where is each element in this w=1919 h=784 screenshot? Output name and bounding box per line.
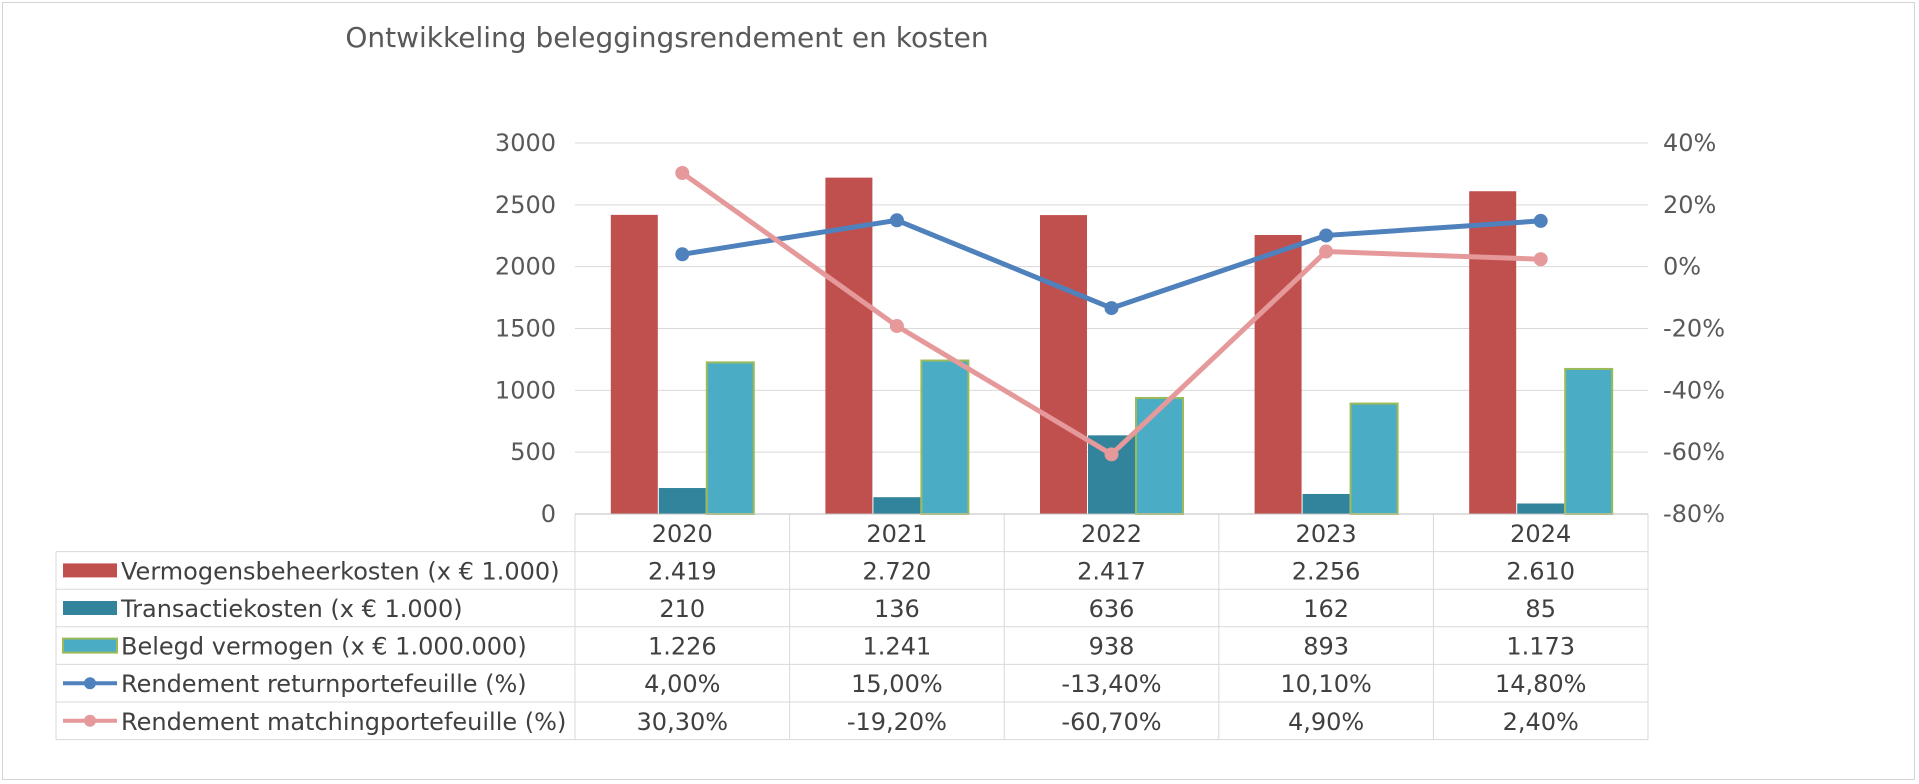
bar xyxy=(658,488,706,514)
data-label: 636 xyxy=(1089,595,1135,623)
line-point xyxy=(1319,228,1334,243)
data-label: 1.226 xyxy=(648,633,717,661)
y-right-tick-label: -20% xyxy=(1663,315,1725,343)
legend-label: Rendement matchingportefeuille (%) xyxy=(121,708,566,736)
bar xyxy=(610,214,658,514)
y-right-tick-label: -40% xyxy=(1663,376,1725,404)
bar xyxy=(705,361,755,515)
chart-title: Ontwikkeling beleggingsrendement en kost… xyxy=(345,21,988,54)
data-label: 14,80% xyxy=(1495,670,1587,698)
legend-swatch xyxy=(63,601,117,615)
data-label: 938 xyxy=(1089,633,1135,661)
data-label: 1.241 xyxy=(863,633,932,661)
category-label: 2023 xyxy=(1296,520,1357,548)
y-left-tick-label: 2000 xyxy=(495,253,556,281)
legend-marker xyxy=(84,714,96,727)
bar xyxy=(1469,191,1517,515)
y-right-tick-label: 40% xyxy=(1663,129,1716,157)
bar xyxy=(825,177,873,515)
data-label: 2.419 xyxy=(648,557,717,585)
y-left-tick-label: 500 xyxy=(510,438,556,466)
line-point xyxy=(1533,252,1548,267)
y-left-tick-label: 2500 xyxy=(495,191,556,219)
legend-label: Belegd vermogen (x € 1.000.000) xyxy=(121,633,527,661)
data-label: 210 xyxy=(659,595,705,623)
data-label: 2.720 xyxy=(863,557,932,585)
line-point xyxy=(1533,213,1548,228)
data-label: 30,30% xyxy=(637,708,729,736)
bar xyxy=(873,497,921,514)
legend-swatch xyxy=(62,637,118,654)
legend-marker xyxy=(84,677,96,690)
data-label: 10,10% xyxy=(1280,670,1372,698)
y-right-tick-label: 20% xyxy=(1663,191,1716,219)
y-left-tick-label: 1500 xyxy=(495,315,556,343)
data-label: 1.173 xyxy=(1506,633,1575,661)
line-point xyxy=(675,165,690,180)
bar xyxy=(1040,215,1087,515)
chart: Ontwikkeling beleggingsrendement en kost… xyxy=(55,21,1725,741)
data-label: 4,00% xyxy=(644,670,720,698)
data-label: 15,00% xyxy=(851,670,943,698)
data-table: 2020 2021 2022 2023 2024 Vermogensbeheerkoste… xyxy=(55,513,1649,741)
line-point xyxy=(1319,244,1334,259)
legend-label: Vermogensbeheerkosten (x € 1.000) xyxy=(121,557,560,585)
line-point xyxy=(675,247,690,262)
line-point xyxy=(889,319,904,334)
data-label: -60,70% xyxy=(1061,708,1161,736)
data-label: 162 xyxy=(1303,595,1349,623)
category-label: 2024 xyxy=(1510,520,1571,548)
y-right-tick-label: -80% xyxy=(1663,500,1725,528)
data-label: 2.610 xyxy=(1506,557,1575,585)
y-left-tick-label: 3000 xyxy=(495,129,556,157)
bar xyxy=(1517,503,1565,514)
data-label: 136 xyxy=(874,595,920,623)
legend-label: Transactiekosten (x € 1.000) xyxy=(120,595,463,623)
legend-label: Rendement returnportefeuille (%) xyxy=(121,670,527,698)
data-label: 2.417 xyxy=(1077,557,1146,585)
bar xyxy=(1564,367,1614,515)
y-left-tick-label: 1000 xyxy=(495,376,556,404)
axis-ticks: 0 500 1000 1500 2000 2500 3000 -80% -60% -40% -20%… xyxy=(495,129,1725,528)
data-label: 893 xyxy=(1303,633,1349,661)
bar xyxy=(1135,397,1184,516)
data-label: 4,90% xyxy=(1288,708,1364,736)
data-label: 2.256 xyxy=(1292,557,1361,585)
y-right-tick-label: -60% xyxy=(1663,438,1725,466)
bar xyxy=(1302,493,1350,514)
y-left-tick-label: 0 xyxy=(541,500,556,528)
category-label: 2021 xyxy=(866,520,927,548)
bar xyxy=(1254,235,1302,514)
line-point xyxy=(1104,447,1119,462)
legend-swatch xyxy=(63,563,117,578)
lines xyxy=(675,165,1548,462)
line-point xyxy=(889,213,904,228)
line-point xyxy=(1104,301,1119,316)
data-label: -13,40% xyxy=(1061,670,1161,698)
data-label: -19,20% xyxy=(847,708,947,736)
bar xyxy=(1349,402,1399,516)
bar xyxy=(920,359,970,515)
y-right-tick-label: 0% xyxy=(1663,253,1701,281)
category-label: 2020 xyxy=(652,520,713,548)
category-label: 2022 xyxy=(1081,520,1142,548)
data-label: 2,40% xyxy=(1503,708,1579,736)
data-label: 85 xyxy=(1525,595,1556,623)
